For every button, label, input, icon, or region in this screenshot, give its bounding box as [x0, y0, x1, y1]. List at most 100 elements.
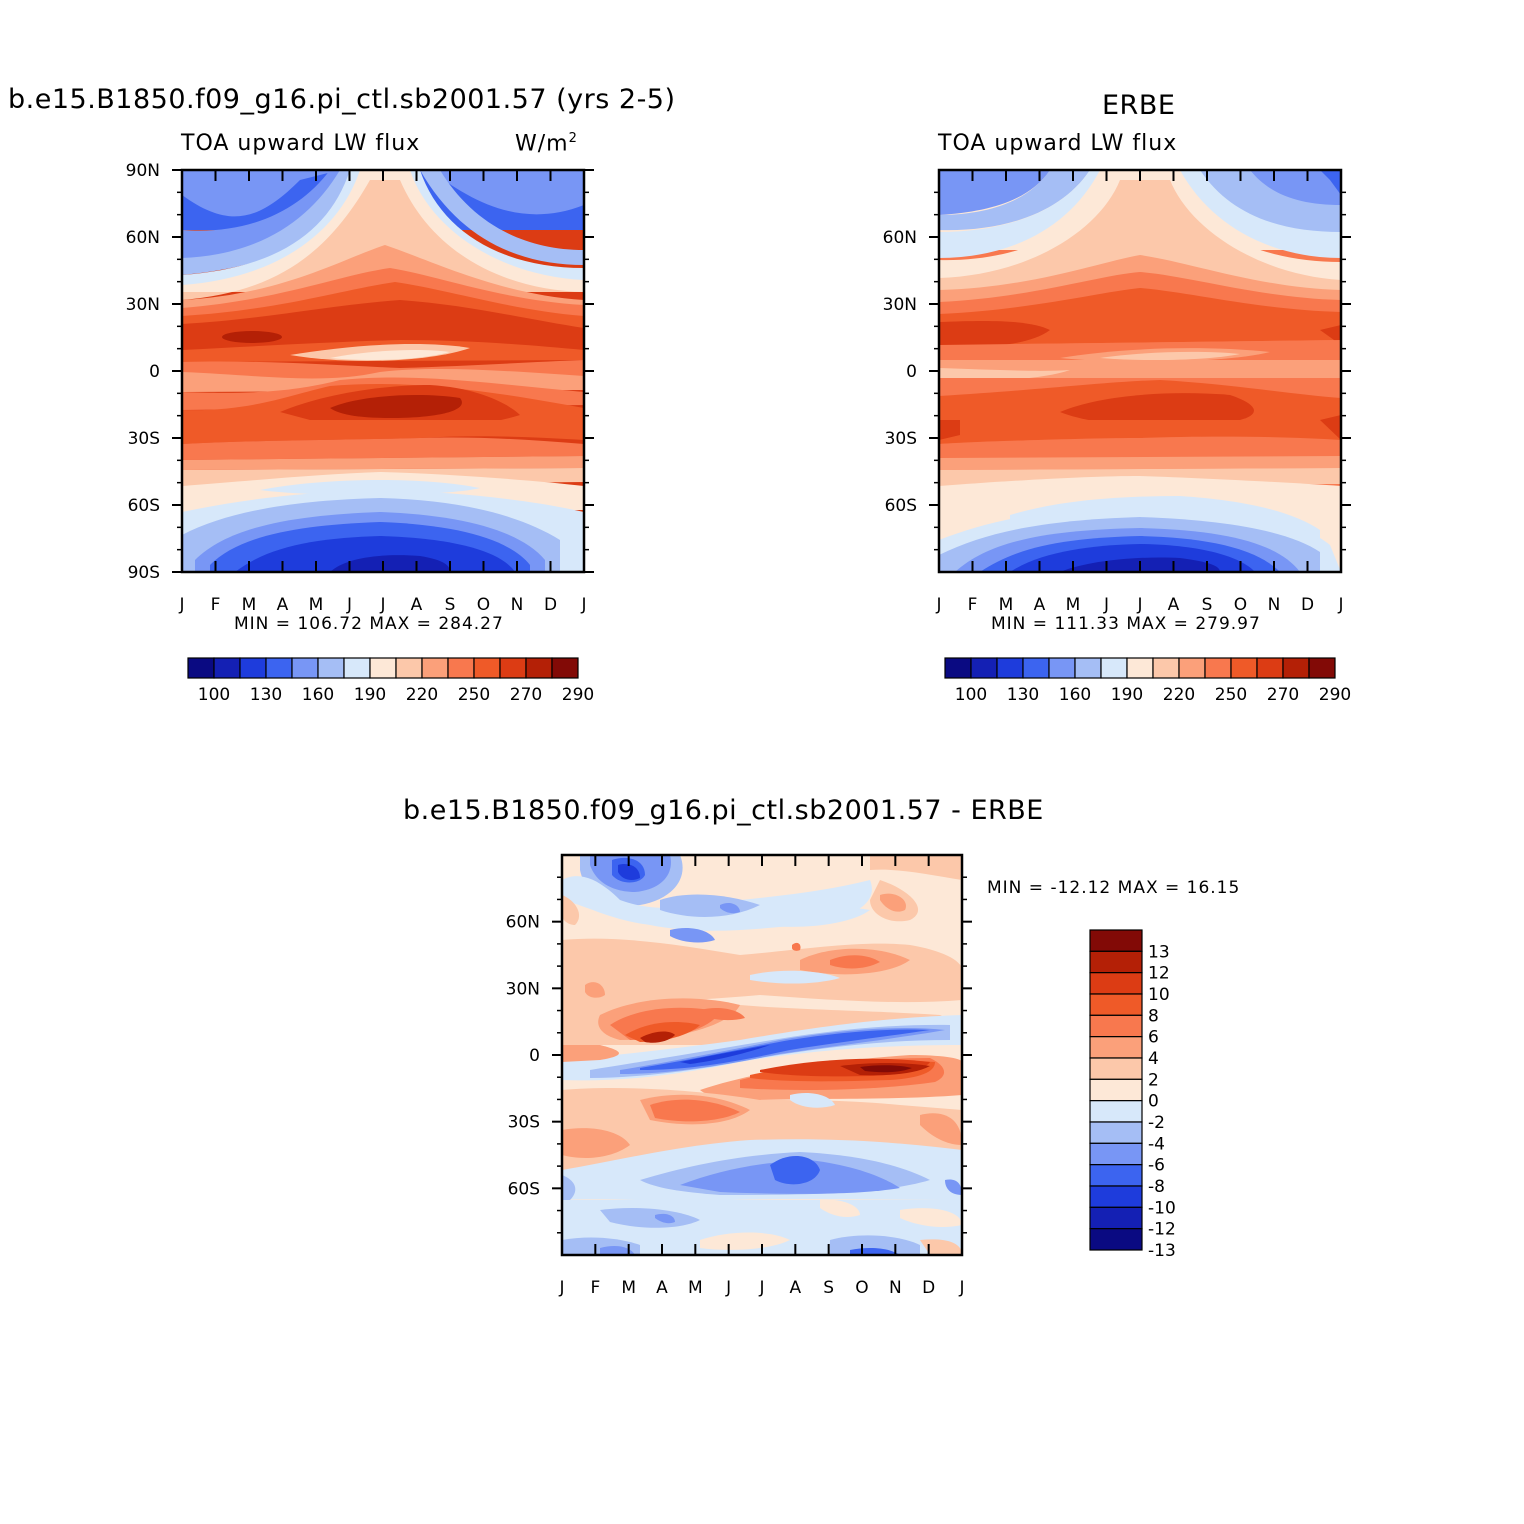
- colorbar-panel2-label: 270: [1267, 685, 1299, 705]
- colorbar-panel1-swatch: [473, 657, 501, 679]
- colorbar-layer: 100 130 160 190 220 250 270 290 100 130 160 190 220 2…: [187, 657, 1351, 1261]
- colorbar-panel1-swatch: [213, 657, 241, 679]
- panel2-ytick-label: 60N: [883, 228, 917, 248]
- panel3-xtick-label: J: [958, 1278, 964, 1298]
- panel1-xtick-label: A: [411, 595, 423, 615]
- panel1-title: b.e15.B1850.f09_g16.pi_ctl.sb2001.57 (yr…: [8, 84, 676, 115]
- colorbar-panel2-label: 250: [1215, 685, 1247, 705]
- colorbar-panel3-swatch: [1089, 1121, 1143, 1144]
- colorbar-panel1-label: 100: [198, 685, 230, 705]
- panel2-xtick-label: F: [968, 595, 978, 615]
- panel1-xtick-label: M: [309, 595, 324, 615]
- panel2-xtick-label: M: [999, 595, 1014, 615]
- panel3-xtick-label: A: [656, 1278, 668, 1298]
- panel3-xtick-label: A: [790, 1278, 802, 1298]
- colorbar-panel3-label: -10: [1148, 1198, 1176, 1218]
- panel3-ytick-label: 0: [529, 1046, 540, 1066]
- panel1-ytick-label: 0: [149, 362, 160, 382]
- panel1-xtick-label: A: [277, 595, 289, 615]
- colorbar-panel2-swatch: [1126, 657, 1154, 679]
- panel3-xtick-label: F: [590, 1278, 600, 1298]
- panel3-ytick-label: 60S: [508, 1179, 540, 1199]
- colorbar-panel3-label: 6: [1148, 1028, 1159, 1048]
- colorbar-panel3-label: -8: [1148, 1177, 1165, 1197]
- colorbar-panel2-swatch: [1048, 657, 1076, 679]
- panel1-xtick-label: J: [178, 595, 184, 615]
- panel1-units-label: W/m2: [515, 131, 578, 156]
- colorbar-panel3-label: 10: [1148, 985, 1170, 1005]
- colorbar-panel1-swatch: [395, 657, 423, 679]
- colorbar-panel3-swatch: [1089, 1164, 1143, 1187]
- panel2-xtick-label: J: [935, 595, 941, 615]
- colorbar-panel3-label: 13: [1148, 942, 1170, 962]
- panel3-xtick-label: S: [823, 1278, 834, 1298]
- panel2-ytick-label: 30N: [883, 295, 917, 315]
- colorbar-panel1-label: 270: [510, 685, 542, 705]
- colorbar-panel1-label: 160: [302, 685, 334, 705]
- panel3-xtick-label: O: [855, 1278, 868, 1298]
- panel2-xtick-label: D: [1301, 595, 1314, 615]
- colorbar-panel2-label: 130: [1007, 685, 1039, 705]
- colorbar-panel2-swatch: [1152, 657, 1180, 679]
- panel1-ytick-label: 60S: [128, 496, 160, 516]
- panel2-stats: MIN = 111.33 MAX = 279.97: [991, 614, 1261, 634]
- colorbar-panel2: 100 130 160 190 220 250 270 290: [944, 657, 1351, 705]
- panel2-xtick-label: O: [1234, 595, 1247, 615]
- colorbar-panel1-swatch: [265, 657, 293, 679]
- panel1-ytick-label: 90S: [128, 563, 160, 583]
- panel2-ytick-label: 0: [906, 362, 917, 382]
- colorbar-panel2-swatch: [1308, 657, 1336, 679]
- panel2-xtick-label: M: [1066, 595, 1081, 615]
- panel1-ytick-label: 30S: [128, 429, 160, 449]
- colorbar-panel1-swatch: [499, 657, 527, 679]
- panel1-xtick-label: J: [580, 595, 586, 615]
- panel2-ytick-label: 60S: [885, 496, 917, 516]
- colorbar-panel3-swatch: [1089, 1142, 1143, 1166]
- colorbar-panel3-label: 4: [1148, 1049, 1159, 1069]
- panel2-xtick-label: J: [1136, 595, 1142, 615]
- panel2-variable-label: TOA upward LW flux: [938, 131, 1178, 156]
- colorbar-panel3-label: -13: [1148, 1241, 1176, 1261]
- panel3-xtick-label: J: [758, 1278, 764, 1298]
- colorbar-panel2-swatch: [970, 657, 998, 679]
- colorbar-panel2-label: 160: [1059, 685, 1091, 705]
- panel1-units-text: W/m: [515, 131, 569, 157]
- colorbar-panel2-swatch: [1204, 657, 1232, 679]
- colorbar-panel1-swatch: [343, 657, 371, 679]
- panel2-xtick-label: N: [1268, 595, 1281, 615]
- colorbar-panel3-label: -12: [1148, 1220, 1176, 1240]
- panel2-xtick-label: J: [1337, 595, 1343, 615]
- colorbar-panel3-swatch: [1089, 1078, 1143, 1102]
- panel1-ytick-label: 30N: [126, 295, 160, 315]
- panel1-xtick-label: J: [379, 595, 385, 615]
- panel3-xtick-label: M: [688, 1278, 703, 1298]
- panel3-xtick-label: J: [725, 1278, 731, 1298]
- panel1-field: [182, 170, 584, 572]
- colorbar-panel2-swatch: [996, 657, 1024, 679]
- colorbar-panel3-swatch: [1089, 1185, 1143, 1208]
- colorbar-panel3-swatch: [1089, 1228, 1143, 1251]
- panel3-xtick-label: D: [922, 1278, 935, 1298]
- colorbar-panel2-label: 190: [1111, 685, 1143, 705]
- colorbar-panel3-label: 2: [1148, 1070, 1159, 1090]
- panel3-xtick-label: N: [889, 1278, 902, 1298]
- colorbar-panel1-label: 190: [354, 685, 386, 705]
- panel2-field: [939, 170, 1341, 572]
- panel1-ytick-label: 90N: [126, 161, 160, 181]
- colorbar-panel2-swatch: [944, 657, 972, 679]
- panel3-title: b.e15.B1850.f09_g16.pi_ctl.sb2001.57 - E…: [403, 795, 1044, 826]
- panel2-xtick-label: A: [1034, 595, 1046, 615]
- colorbar-panel3-swatch: [1089, 929, 1143, 952]
- panel1-xtick-label: J: [346, 595, 352, 615]
- panel3-stats: MIN = -12.12 MAX = 16.15: [987, 878, 1241, 898]
- colorbar-panel2-swatch: [1178, 657, 1206, 679]
- colorbar-panel1: 100 130 160 190 220 250 270 290: [187, 657, 594, 705]
- colorbar-panel1-label: 130: [250, 685, 282, 705]
- colorbar-panel1-swatch: [369, 657, 397, 679]
- panel3-xtick-label: M: [621, 1278, 636, 1298]
- colorbar-panel2-swatch: [1230, 657, 1258, 679]
